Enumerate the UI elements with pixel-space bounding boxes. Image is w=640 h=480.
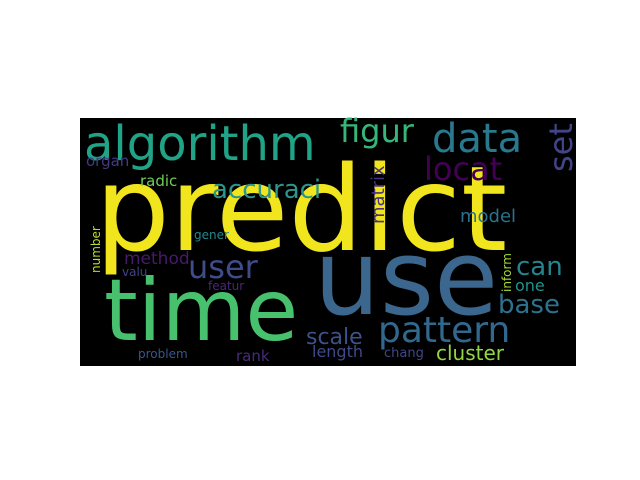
word-valu: valu	[122, 265, 147, 279]
word-problem: problem	[138, 347, 188, 361]
word-featur: featur	[208, 279, 244, 293]
word-chang: chang	[384, 346, 424, 361]
word-matrix: matrix	[368, 165, 389, 224]
word-accuraci: accuraci	[212, 175, 321, 205]
word-cloud-background	[80, 118, 576, 366]
word-one: one	[515, 276, 545, 295]
word-user: user	[188, 248, 259, 286]
word-method: method	[124, 249, 190, 269]
word-set: set	[542, 123, 580, 172]
word-cluster: cluster	[436, 341, 505, 365]
word-locat: locat	[424, 150, 502, 188]
word-radic: radic	[140, 172, 177, 190]
word-organ: organ	[86, 152, 129, 170]
word-base: base	[498, 290, 560, 320]
word-algorithm: algorithm	[84, 116, 316, 172]
word-gener: gener	[194, 228, 229, 242]
word-time: time	[104, 261, 298, 361]
word-rank: rank	[236, 347, 270, 365]
word-number: number	[89, 226, 103, 273]
word-inform: inform	[500, 253, 514, 292]
word-pattern: pattern	[378, 310, 510, 351]
word-predict: predict	[95, 140, 507, 278]
word-figur: figur	[340, 112, 415, 150]
word-model: model	[460, 206, 516, 227]
word-scale: scale	[306, 325, 363, 350]
word-use: use	[314, 217, 498, 339]
word-data: data	[432, 116, 522, 162]
word-can: can	[516, 252, 563, 282]
word-length: length	[312, 342, 363, 361]
